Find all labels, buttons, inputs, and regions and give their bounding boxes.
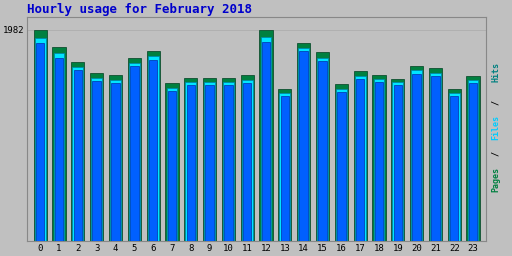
Bar [185, 82, 196, 241]
Bar [412, 74, 421, 241]
Bar [337, 92, 346, 241]
Bar [130, 66, 139, 241]
Bar [129, 63, 140, 241]
Bar [297, 42, 310, 241]
Bar [430, 72, 441, 241]
Bar [74, 70, 82, 241]
Bar [298, 48, 309, 241]
Bar [168, 91, 176, 241]
Bar [166, 88, 177, 241]
Bar [394, 85, 402, 241]
Bar [90, 72, 103, 241]
Bar [55, 58, 63, 241]
Bar [356, 79, 365, 241]
Bar [36, 42, 45, 241]
Bar [375, 82, 383, 241]
Bar [34, 29, 47, 241]
Bar [318, 61, 327, 241]
Bar [447, 89, 461, 241]
Bar [466, 76, 480, 241]
Bar [241, 75, 254, 241]
Bar [71, 62, 84, 241]
Bar [127, 58, 141, 241]
Bar [52, 47, 66, 241]
Bar [165, 83, 179, 241]
Bar [467, 80, 478, 241]
Bar [372, 75, 386, 241]
Bar [148, 57, 159, 241]
Bar [335, 84, 348, 241]
Bar [392, 82, 403, 241]
Bar [149, 60, 157, 241]
Text: Files: Files [491, 115, 500, 141]
Bar [111, 83, 120, 241]
Text: Pages: Pages [491, 167, 500, 192]
Bar [336, 89, 347, 241]
Bar [469, 83, 477, 241]
Bar [374, 79, 385, 241]
Bar [281, 96, 289, 241]
Bar [204, 82, 215, 241]
Bar [242, 80, 252, 241]
Bar [316, 52, 329, 241]
Bar [205, 85, 214, 241]
Bar [449, 93, 460, 241]
Bar [317, 58, 328, 241]
Bar [109, 75, 122, 241]
Bar [222, 78, 235, 241]
Bar [300, 51, 308, 241]
Bar [260, 30, 272, 241]
Bar [93, 81, 101, 241]
Bar [146, 51, 160, 241]
Text: Hourly usage for February 2018: Hourly usage for February 2018 [27, 3, 252, 16]
Bar [355, 76, 366, 241]
Bar [391, 79, 404, 241]
Bar [110, 80, 121, 241]
Text: Hits: Hits [491, 62, 500, 82]
Bar [353, 71, 367, 241]
Bar [262, 41, 270, 241]
Bar [223, 82, 234, 241]
Text: /: / [491, 146, 500, 161]
Bar [73, 67, 83, 241]
Bar [184, 78, 197, 241]
Bar [278, 89, 291, 241]
Bar [54, 53, 65, 241]
Bar [261, 37, 271, 241]
Bar [429, 68, 442, 241]
Bar [91, 78, 102, 241]
Bar [410, 66, 423, 241]
Bar [411, 70, 422, 241]
Bar [280, 93, 290, 241]
Bar [431, 76, 440, 241]
Bar [224, 85, 232, 241]
Bar [203, 78, 216, 241]
Bar [186, 85, 195, 241]
Bar [35, 38, 46, 241]
Text: /: / [491, 95, 500, 110]
Bar [243, 83, 251, 241]
Bar [450, 96, 458, 241]
